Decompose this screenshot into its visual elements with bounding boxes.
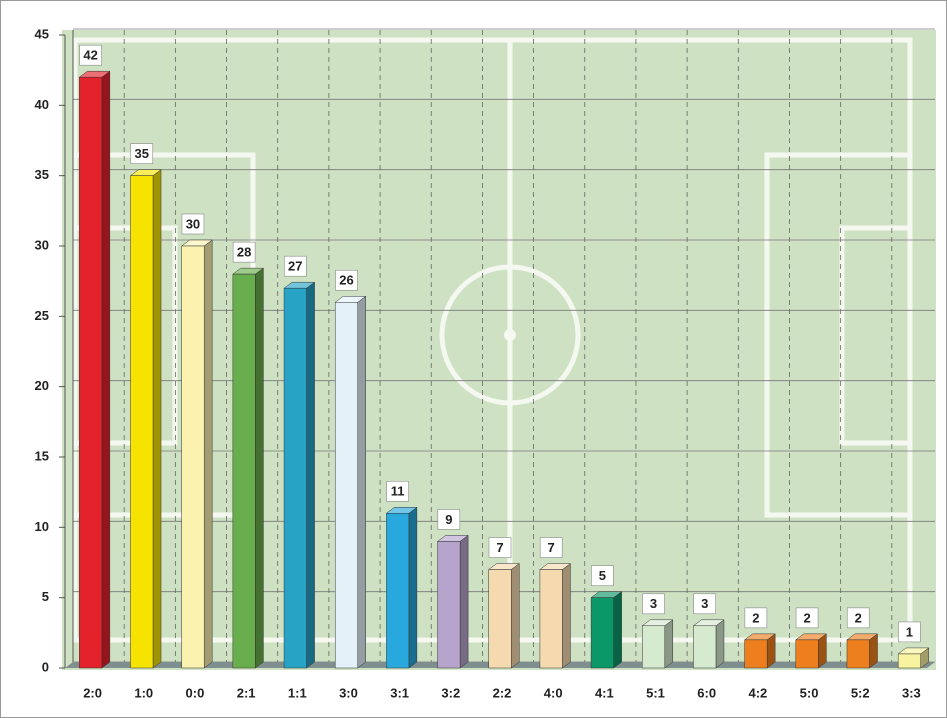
value-label: 35 — [135, 146, 149, 161]
value-label-box — [232, 241, 256, 263]
bar — [386, 513, 410, 669]
bar-side — [613, 591, 622, 669]
bar — [181, 245, 205, 669]
y-tick-label: 35 — [35, 167, 49, 182]
value-label-box — [335, 269, 358, 291]
bar — [488, 569, 512, 669]
bar — [642, 625, 666, 669]
value-label-box — [744, 607, 768, 629]
value-label-box — [283, 255, 307, 277]
y-tick-label: 5 — [42, 589, 49, 604]
x-tick-label: 5:0 — [800, 685, 819, 700]
x-tick-label: 1:0 — [134, 685, 153, 700]
value-label: 9 — [445, 512, 452, 527]
value-label: 7 — [496, 540, 503, 555]
bar-side — [306, 281, 315, 669]
value-label-box — [539, 537, 563, 558]
value-label-box — [846, 607, 870, 629]
bar-side — [562, 563, 571, 669]
x-tick-label: 2:0 — [83, 685, 102, 700]
y-tick-label: 10 — [35, 519, 49, 534]
bar-side — [152, 169, 162, 669]
bar — [79, 76, 103, 669]
value-label: 28 — [237, 245, 251, 260]
bar — [897, 653, 921, 669]
x-tick-label: 3:3 — [902, 685, 921, 700]
y-tick-label: 15 — [35, 448, 49, 463]
value-label: 2 — [803, 610, 810, 625]
value-label: 30 — [186, 216, 200, 231]
y-tick-label: 0 — [42, 659, 49, 674]
bar-side — [255, 267, 264, 669]
bar — [232, 273, 256, 669]
value-label-box — [130, 143, 154, 164]
bar — [283, 287, 307, 669]
value-label: 5 — [599, 568, 606, 583]
value-label-box — [181, 213, 205, 235]
bar-side — [715, 619, 725, 669]
value-label-box — [898, 621, 921, 643]
value-label: 27 — [288, 259, 302, 274]
y-tick-label: 40 — [35, 97, 49, 112]
bar-side — [459, 534, 469, 669]
value-label-box — [642, 593, 665, 615]
bar — [437, 541, 461, 669]
bar-side — [664, 619, 674, 669]
x-tick-label: 3:1 — [390, 685, 409, 700]
value-label: 26 — [339, 273, 353, 288]
bar — [795, 639, 819, 669]
value-label: 3 — [701, 596, 708, 611]
bar — [539, 569, 563, 669]
value-label: 42 — [83, 48, 97, 63]
bar — [334, 302, 358, 669]
bar — [846, 639, 870, 669]
value-label: 3 — [650, 596, 657, 611]
bar-side — [101, 70, 111, 669]
bar-side — [357, 295, 366, 669]
value-label-box — [693, 593, 717, 615]
x-tick-label: 4:2 — [748, 685, 767, 700]
y-tick-label: 20 — [35, 378, 49, 393]
value-label-box — [79, 44, 102, 66]
y-tick-label: 45 — [35, 26, 49, 41]
x-tick-label: 4:1 — [595, 685, 614, 700]
bar-side — [203, 239, 213, 669]
value-label-box — [386, 480, 409, 502]
value-label: 2 — [855, 610, 862, 625]
x-tick-label: 2:2 — [493, 685, 512, 700]
y-tick-label: 30 — [35, 237, 49, 252]
value-label-box — [437, 509, 461, 530]
x-tick-label: 3:0 — [339, 685, 358, 700]
x-tick-label: 0:0 — [186, 685, 205, 700]
value-label-box — [591, 565, 614, 586]
y-tick-label: 25 — [35, 308, 49, 323]
value-label: 1 — [906, 624, 913, 639]
bar — [693, 625, 717, 669]
value-label-box — [795, 607, 819, 629]
bar — [590, 597, 614, 669]
x-tick-label: 5:1 — [646, 685, 665, 700]
bar-side — [408, 506, 418, 669]
x-tick-label: 4:0 — [544, 685, 563, 700]
x-tick-label: 6:0 — [697, 685, 716, 700]
value-label: 7 — [548, 540, 555, 555]
bar-side — [511, 563, 520, 669]
bar — [744, 639, 768, 669]
value-label: 2 — [752, 610, 759, 625]
value-label-box — [488, 537, 512, 558]
x-tick-label: 5:2 — [851, 685, 870, 700]
x-tick-label: 1:1 — [288, 685, 307, 700]
value-label: 11 — [391, 484, 405, 499]
x-tick-label: 3:2 — [441, 685, 460, 700]
x-tick-label: 2:1 — [237, 685, 256, 700]
bar — [130, 175, 154, 669]
